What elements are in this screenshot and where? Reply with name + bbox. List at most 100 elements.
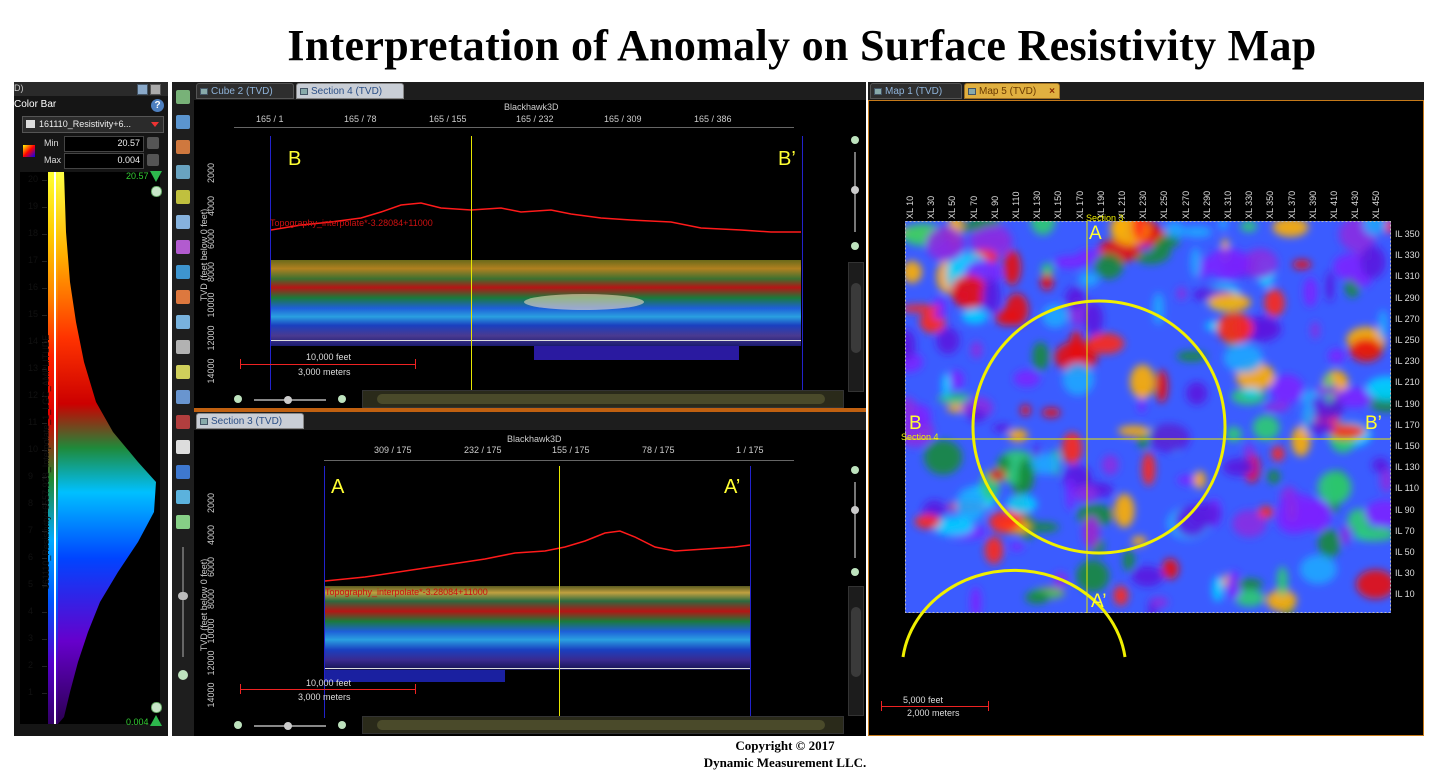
section-base-block [534, 346, 739, 360]
pick-icon[interactable] [176, 265, 190, 279]
map-blob [1264, 289, 1285, 317]
il-tick-label: IL 290 [1395, 292, 1420, 303]
slider-thumb[interactable] [284, 396, 292, 404]
map-blob [1328, 348, 1346, 364]
pan-icon[interactable] [176, 215, 190, 229]
v-zoom-slider[interactable] [848, 466, 862, 582]
section-base-line [325, 668, 750, 669]
label-a: A [331, 476, 345, 498]
slider-thumb[interactable] [851, 186, 859, 194]
scale-meters: 3,000 meters [298, 367, 351, 377]
vertical-scrollbar[interactable] [848, 262, 864, 392]
slider-thumb[interactable] [851, 506, 859, 514]
topography-line [271, 202, 801, 233]
palette-icon[interactable] [176, 415, 190, 429]
zoom-out-icon[interactable] [178, 670, 188, 680]
zoom-in-icon[interactable] [851, 136, 859, 144]
fit-icon[interactable] [176, 140, 190, 154]
zoom-slider[interactable] [234, 394, 354, 406]
close-icon[interactable]: × [1049, 86, 1055, 97]
zoom-out-icon[interactable] [851, 568, 859, 576]
y-tick-label: 8000 [206, 261, 216, 283]
toolbar-slider-thumb[interactable] [178, 592, 188, 600]
topography-line [325, 530, 750, 582]
scale-tick-left [240, 684, 241, 694]
max-reset-icon[interactable] [147, 154, 159, 166]
panel-header-fragment: D) [14, 83, 24, 93]
min-reset-icon[interactable] [147, 137, 159, 149]
grid-icon[interactable] [176, 490, 190, 504]
panel-options-icon[interactable] [137, 84, 148, 95]
scroll-thumb[interactable] [851, 607, 861, 677]
horizontal-scrollbar[interactable] [362, 390, 844, 408]
top-tick-label: 165 / 232 [516, 114, 554, 124]
map-blob [1266, 589, 1297, 612]
scale-line [881, 706, 989, 707]
tab-cube-2[interactable]: Cube 2 (TVD) [196, 83, 294, 99]
scroll-thumb[interactable] [851, 283, 861, 353]
top-marker-handle[interactable] [150, 171, 162, 182]
max-input[interactable]: 0.004 [64, 153, 144, 169]
colormap-icon[interactable] [23, 145, 35, 157]
v-zoom-slider[interactable] [848, 136, 862, 256]
map-blob [1186, 381, 1208, 405]
map-blob [1206, 247, 1250, 280]
slice-icon[interactable] [176, 340, 190, 354]
zoom-in-icon[interactable] [338, 395, 346, 403]
section4-panel: Cube 2 (TVD) Section 4 (TVD) Blackhawk3D… [194, 82, 866, 408]
tab-map-1[interactable]: Map 1 (TVD) [870, 83, 962, 99]
ruler-icon[interactable] [176, 365, 190, 379]
cursor-icon[interactable] [176, 440, 190, 454]
bottom-marker-handle[interactable] [150, 715, 162, 726]
slider-thumb[interactable] [284, 722, 292, 730]
dataset-select[interactable]: 161110_Resistivity+6... [22, 116, 164, 133]
horizontal-scrollbar[interactable] [362, 716, 844, 734]
map-blob [948, 370, 964, 390]
zoom-in-icon[interactable] [338, 721, 346, 729]
zoom-out-icon[interactable] [234, 721, 242, 729]
refresh-icon[interactable] [176, 165, 190, 179]
arrow-icon[interactable] [176, 240, 190, 254]
map-blob [961, 308, 988, 324]
zoom-out-icon[interactable] [151, 702, 162, 713]
colorbar-vertical-label: 161110_Resistivity+6557.928_Interpolate_… [41, 334, 51, 590]
scale-bar: 10,000 feet 3,000 meters [240, 352, 416, 377]
top-tick-label: 78 / 175 [642, 445, 675, 455]
ramp-tick-mark [42, 288, 47, 289]
panel-minimize-icon[interactable] [150, 84, 161, 95]
scroll-thumb[interactable] [377, 394, 825, 404]
min-input[interactable]: 20.57 [64, 136, 144, 152]
zoom-in-icon[interactable] [851, 466, 859, 474]
vertical-scrollbar[interactable] [848, 586, 864, 716]
cube-icon[interactable] [176, 290, 190, 304]
color-icon[interactable] [176, 190, 190, 204]
zoom-out-icon[interactable] [851, 242, 859, 250]
top-tick-label: 165 / 309 [604, 114, 642, 124]
map-blob [1164, 221, 1185, 240]
tick-rule [324, 460, 794, 461]
tab-section-4[interactable]: Section 4 (TVD) [296, 83, 404, 99]
tab-section-3[interactable]: Section 3 (TVD) [196, 413, 304, 429]
map-blob [1041, 263, 1054, 276]
select-icon[interactable] [176, 115, 190, 129]
resistivity-map [905, 221, 1391, 613]
tab-map-5[interactable]: Map 5 (TVD) × [964, 83, 1060, 99]
zoom-out-icon[interactable] [234, 395, 242, 403]
y-tick-label: 14000 [206, 358, 216, 384]
zoom-in-icon[interactable] [151, 186, 162, 197]
map-blob [1117, 425, 1151, 437]
measure-icon[interactable] [176, 390, 190, 404]
ramp-tick-mark [42, 423, 47, 424]
zoom-in-icon[interactable] [176, 515, 190, 529]
scroll-thumb[interactable] [377, 720, 825, 730]
scale-feet: 5,000 feet [903, 695, 944, 705]
frame-icon[interactable] [176, 465, 190, 479]
splitter[interactable] [194, 408, 866, 412]
map-blob [1032, 341, 1049, 371]
map-panel: Map 1 (TVD) Map 5 (TVD) × XL 10 XL 30 XL 50… [868, 82, 1424, 736]
zoom-icon[interactable] [176, 90, 190, 104]
help-icon[interactable]: ? [151, 99, 164, 112]
zoom-slider[interactable] [234, 720, 354, 732]
map-blob [1025, 591, 1050, 604]
layer-icon[interactable] [176, 315, 190, 329]
